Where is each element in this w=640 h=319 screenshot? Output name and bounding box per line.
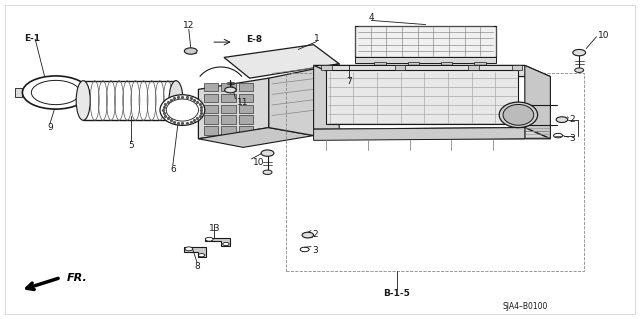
Text: 10: 10 <box>598 31 610 40</box>
Circle shape <box>205 237 213 241</box>
Text: 7: 7 <box>346 77 351 86</box>
Polygon shape <box>198 78 269 139</box>
Text: 8: 8 <box>195 262 200 271</box>
Polygon shape <box>224 45 339 78</box>
Bar <box>441 62 452 67</box>
Text: B-1-5: B-1-5 <box>383 289 410 298</box>
Polygon shape <box>314 128 525 140</box>
Bar <box>221 115 236 124</box>
Bar <box>204 115 218 124</box>
Circle shape <box>263 170 272 174</box>
Ellipse shape <box>499 102 538 128</box>
Circle shape <box>225 87 236 93</box>
Text: E-1: E-1 <box>24 34 40 43</box>
Bar <box>374 62 386 67</box>
Text: 3: 3 <box>312 246 318 255</box>
Circle shape <box>185 247 193 251</box>
Circle shape <box>31 80 80 105</box>
Bar <box>239 94 253 102</box>
Polygon shape <box>525 65 550 139</box>
Circle shape <box>184 48 197 54</box>
Polygon shape <box>326 70 518 124</box>
Text: FR.: FR. <box>67 272 88 283</box>
Bar <box>204 126 218 135</box>
Ellipse shape <box>76 81 90 120</box>
Circle shape <box>302 232 314 238</box>
Circle shape <box>261 150 274 156</box>
Text: 9: 9 <box>47 123 52 132</box>
Text: 1: 1 <box>314 34 319 43</box>
Text: 5: 5 <box>129 141 134 150</box>
Polygon shape <box>205 238 230 246</box>
Bar <box>221 126 236 135</box>
Bar <box>395 65 405 70</box>
Bar <box>286 73 584 271</box>
Text: 11: 11 <box>237 98 248 107</box>
Text: 13: 13 <box>209 224 220 233</box>
Text: 6: 6 <box>170 165 175 174</box>
Circle shape <box>223 242 229 246</box>
Bar <box>321 65 332 70</box>
Bar <box>355 57 496 63</box>
Bar <box>221 105 236 113</box>
Circle shape <box>22 76 89 109</box>
Text: 12: 12 <box>183 21 195 30</box>
Polygon shape <box>314 65 550 77</box>
Bar <box>239 126 253 135</box>
Bar <box>355 26 496 57</box>
Ellipse shape <box>169 81 183 120</box>
Bar <box>468 65 479 70</box>
Bar <box>239 115 253 124</box>
Text: 10: 10 <box>253 158 264 167</box>
Circle shape <box>556 117 568 122</box>
Bar <box>512 65 522 70</box>
Circle shape <box>575 68 584 72</box>
Bar <box>78 93 88 108</box>
Bar <box>408 62 419 67</box>
Bar <box>204 105 218 113</box>
Bar <box>474 62 486 67</box>
Bar <box>204 94 218 102</box>
Text: 4: 4 <box>369 13 374 22</box>
Bar <box>15 88 22 97</box>
Text: 2: 2 <box>570 115 575 124</box>
Polygon shape <box>269 64 339 136</box>
Polygon shape <box>314 65 339 139</box>
Polygon shape <box>184 247 206 257</box>
Bar <box>239 105 253 113</box>
Bar <box>204 83 218 91</box>
Text: 3: 3 <box>570 134 575 143</box>
Circle shape <box>573 49 586 56</box>
Ellipse shape <box>160 95 205 125</box>
Bar <box>221 83 236 91</box>
Text: 2: 2 <box>312 230 318 239</box>
Ellipse shape <box>503 105 534 125</box>
Polygon shape <box>198 128 314 147</box>
Text: E-8: E-8 <box>246 35 262 44</box>
Polygon shape <box>314 128 550 139</box>
Bar <box>221 94 236 102</box>
Text: SJA4–B0100: SJA4–B0100 <box>502 302 547 311</box>
Bar <box>239 83 253 91</box>
Circle shape <box>198 254 205 257</box>
